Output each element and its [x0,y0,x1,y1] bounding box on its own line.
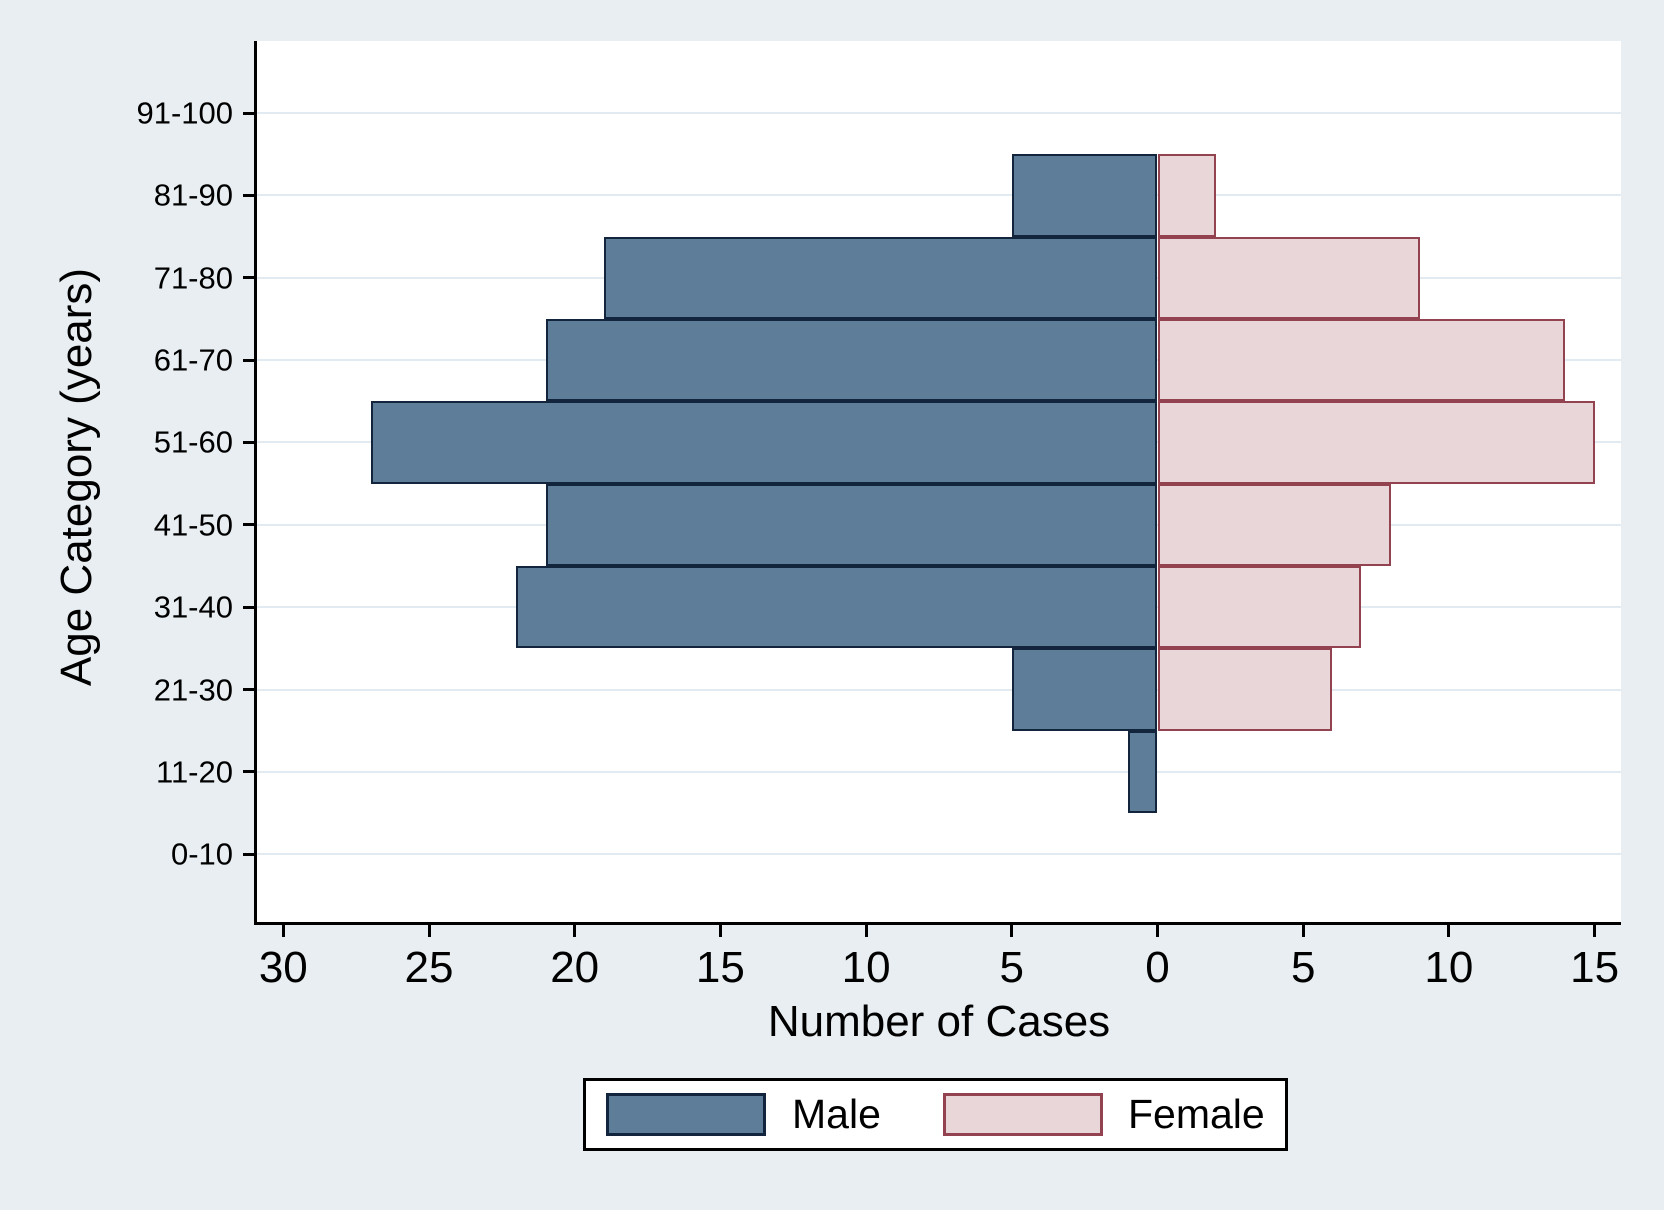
x-tick-mark [718,922,722,937]
y-axis-title: Age Category (years) [52,267,101,687]
x-tick-label: 20 [550,943,600,992]
gridline [257,770,1621,773]
x-tick-mark [1447,922,1451,937]
male-legend-swatch [606,1093,766,1136]
y-tick-mark [243,276,257,280]
y-tick-mark [243,605,257,609]
y-tick-label: 61-70 [153,342,233,378]
x-axis-title: Number of Cases [767,997,1111,1046]
y-tick-mark [243,358,257,362]
female-bar [1157,483,1391,566]
male-bar [545,318,1158,402]
x-tick-label: 30 [258,943,308,992]
y-tick-mark [243,852,257,856]
y-tick-mark [243,111,257,115]
x-tick-mark [1156,922,1159,937]
x-tick-label: 25 [404,943,454,992]
y-tick-mark [243,440,257,444]
y-tick-mark [243,193,257,197]
x-tick-mark [281,922,285,937]
y-tick-label: 41-50 [153,507,233,543]
female-bar [1157,318,1566,402]
y-tick-mark [243,523,257,527]
x-tick-label: 5 [999,943,1025,992]
y-tick-label: 71-80 [153,260,233,296]
x-tick-label: 10 [1424,943,1474,992]
male-bar [1011,154,1158,237]
x-tick-label: 10 [841,943,891,992]
x-tick-mark [864,922,868,937]
male-bar [370,401,1158,484]
y-tick-label: 11-20 [156,754,233,790]
male-bar [545,483,1158,566]
x-tick-label: 15 [695,943,745,992]
gridline [257,853,1621,856]
gridline [257,112,1621,115]
female-bar [1157,236,1420,319]
male-bar [1011,648,1158,731]
female-legend-label: Female [1128,1091,1265,1137]
y-tick-label: 21-30 [153,672,233,707]
female-legend-swatch [943,1093,1103,1136]
x-tick-mark [1301,922,1305,937]
x-tick-mark [427,922,431,937]
gridline [257,688,1621,691]
x-tick-mark [1010,922,1014,937]
male-bar [516,565,1158,649]
female-bar [1157,154,1216,237]
male-bar [1128,730,1158,814]
y-tick-label: 31-40 [153,589,233,625]
male-legend-label: Male [792,1091,881,1137]
y-tick-label: 0-10 [170,836,233,872]
gridline [257,194,1621,197]
male-bar [603,236,1158,319]
x-tick-label: 15 [1570,943,1620,992]
y-tick-mark [243,688,257,691]
legend: Male Female [583,1078,1288,1151]
x-tick-mark [1593,922,1597,937]
y-tick-label: 51-60 [153,424,233,460]
female-bar [1157,565,1362,649]
female-bar [1157,401,1595,484]
female-bar [1157,648,1333,731]
x-tick-mark [573,922,577,937]
y-tick-label: 91-100 [136,95,233,131]
x-tick-label: 0 [1145,943,1170,992]
y-tick-label: 81-90 [153,177,233,213]
y-tick-mark [243,770,257,774]
x-tick-label: 5 [1290,943,1316,992]
